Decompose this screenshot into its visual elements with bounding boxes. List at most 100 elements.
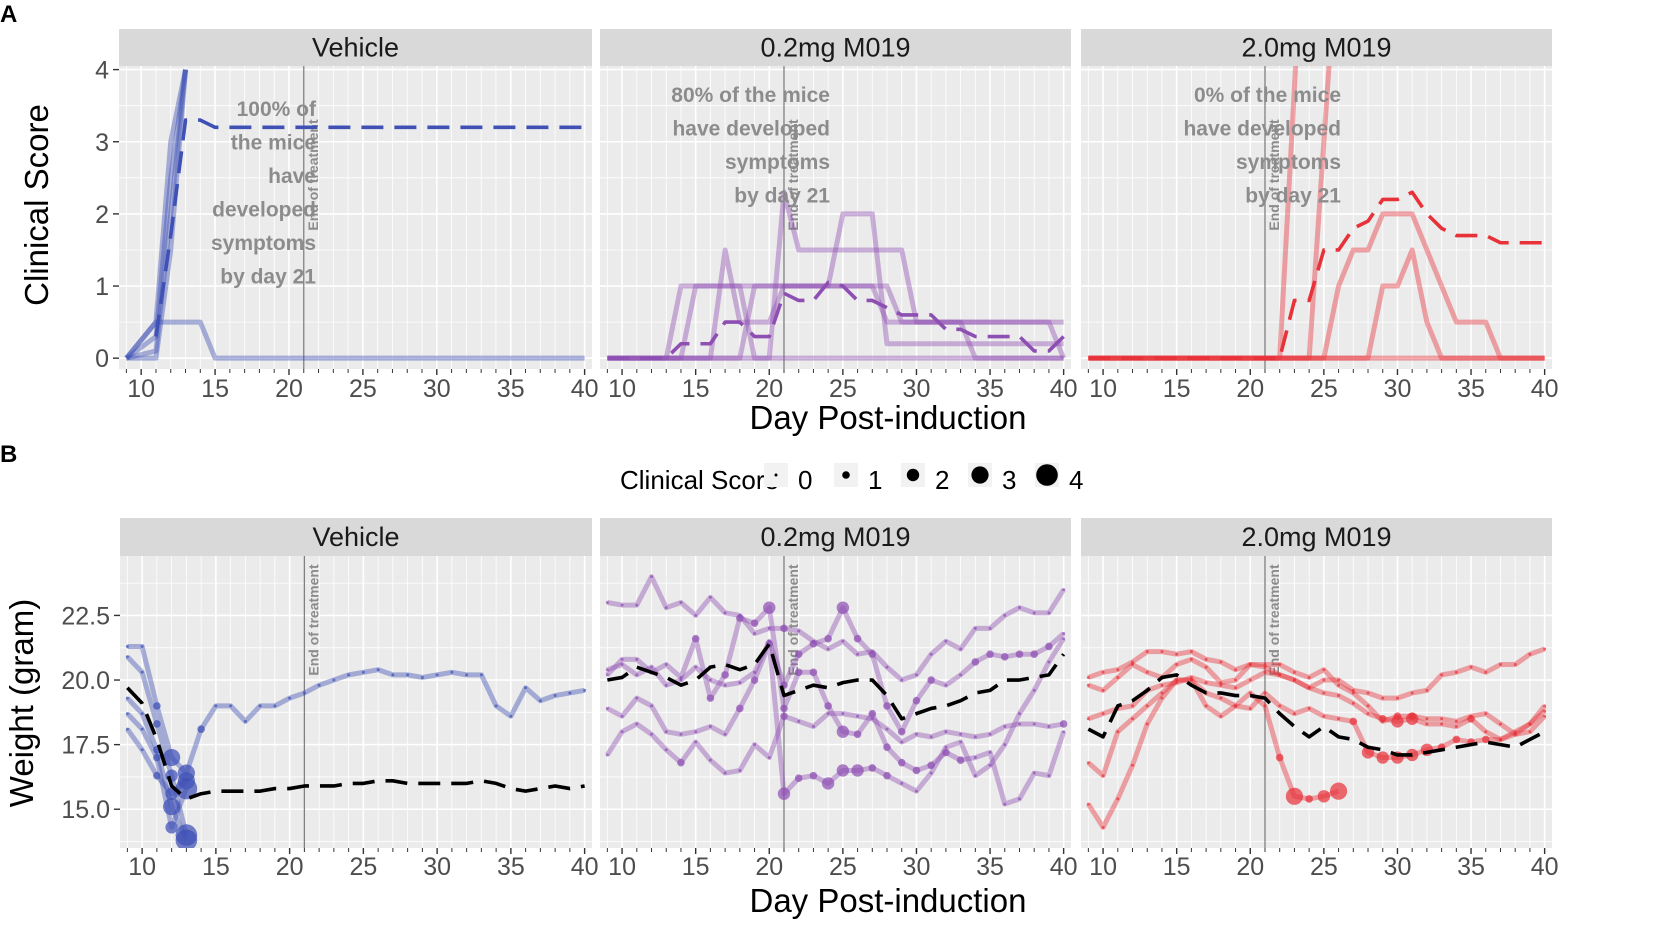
- data-point: [1410, 691, 1414, 695]
- data-point: [1543, 714, 1547, 718]
- annotation-line: 100% of: [237, 98, 317, 121]
- data-point: [1062, 588, 1066, 592]
- data-point: [1425, 722, 1429, 726]
- data-point: [509, 714, 513, 718]
- x-axis: 10 15 20 25 30 35 40: [606, 848, 1078, 881]
- data-point: [694, 665, 698, 669]
- data-point: [1003, 743, 1007, 747]
- data-point: [1376, 751, 1389, 764]
- facet-title: Vehicle: [312, 33, 399, 63]
- data-point: [1204, 704, 1208, 708]
- data-point: [125, 712, 129, 716]
- data-point: [794, 774, 803, 783]
- y-tick-label: 22.5: [61, 602, 110, 630]
- facet-title: 0.2mg M019: [760, 33, 910, 63]
- data-point: [214, 704, 218, 708]
- x-axis: 10 15 20 25 30 35 40: [606, 369, 1078, 403]
- data-point: [1175, 681, 1179, 685]
- data-point: [1086, 802, 1090, 806]
- end-of-treatment-label: End of treatment: [305, 564, 321, 676]
- data-point: [391, 673, 395, 677]
- data-point: [1351, 691, 1355, 695]
- series-line-mouse-2: [607, 211, 1064, 361]
- data-point: [856, 652, 860, 656]
- series-line-mouse-4: [607, 283, 1064, 361]
- data-point: [664, 663, 668, 667]
- data-point: [153, 720, 161, 728]
- data-point: [1175, 678, 1179, 682]
- data-point: [944, 639, 948, 643]
- series-line-mouse-1: [607, 189, 1064, 361]
- data-point: [1131, 663, 1135, 667]
- data-point: [1349, 717, 1358, 726]
- data-point: [1440, 722, 1444, 726]
- data-point: [1189, 675, 1193, 679]
- data-point: [777, 787, 791, 800]
- data-point: [664, 730, 668, 734]
- data-point: [1062, 632, 1066, 636]
- data-point: [538, 699, 542, 703]
- data-point: [1160, 683, 1164, 687]
- annotation-line: 0% of the mice: [1194, 84, 1341, 107]
- legend-label-0: 0: [798, 465, 812, 495]
- data-point: [973, 626, 977, 630]
- data-point: [1003, 802, 1007, 806]
- data-point: [1317, 790, 1331, 803]
- panel-b-chart: Vehicle End of treatment 10 15 20 25 30 35 40 15.…: [61, 518, 1559, 881]
- x-axis: 10 15 20 25 30 35 40: [126, 848, 599, 881]
- legend-title: Clinical Score: [620, 465, 779, 495]
- series-line-mouse-4: [126, 69, 189, 361]
- data-point: [1452, 735, 1461, 744]
- data-point: [809, 640, 818, 648]
- mean-line: [126, 686, 585, 801]
- data-point: [723, 683, 727, 687]
- data-point: [1145, 670, 1149, 674]
- data-point: [841, 639, 845, 643]
- data-point: [723, 732, 727, 736]
- data-point: [914, 732, 918, 736]
- panel-background: [600, 556, 1071, 848]
- data-point: [1234, 686, 1238, 690]
- x-tick-label: 20: [755, 853, 783, 881]
- data-point: [986, 650, 994, 658]
- data-point: [679, 732, 683, 736]
- y-tick-label: 0: [95, 345, 109, 373]
- data-point: [1292, 670, 1296, 674]
- data-point: [1032, 771, 1036, 775]
- panel-b-label: B: [0, 441, 17, 468]
- data-point: [1329, 782, 1348, 800]
- data-point: [479, 673, 483, 677]
- data-point: [959, 732, 963, 736]
- data-point: [1408, 712, 1416, 721]
- x-axis: 10 15 20 25 30 35 40: [1087, 848, 1559, 881]
- data-point: [1086, 761, 1090, 765]
- data-point: [694, 740, 698, 744]
- annotation-line: have: [268, 165, 316, 188]
- data-point: [1543, 704, 1547, 708]
- data-point: [1366, 691, 1370, 695]
- data-point: [1030, 650, 1039, 658]
- data-point: [153, 702, 161, 710]
- series-line-mouse-4: [1088, 247, 1545, 361]
- data-point: [1305, 795, 1313, 803]
- data-point: [1248, 678, 1252, 682]
- data-point: [1513, 663, 1517, 667]
- data-point: [836, 764, 850, 777]
- x-tick-label: 35: [1457, 375, 1485, 403]
- data-point: [620, 657, 624, 661]
- x-tick-label: 30: [423, 375, 451, 403]
- y-tick-label: 2: [95, 201, 109, 229]
- data-point: [1337, 683, 1341, 687]
- data-point: [1263, 704, 1267, 708]
- facet-data: [607, 189, 1066, 361]
- data-point: [1234, 668, 1238, 672]
- data-point: [1116, 675, 1120, 679]
- data-point: [706, 694, 715, 702]
- data-point: [332, 678, 336, 682]
- data-point: [883, 702, 891, 710]
- x-tick-label: 25: [829, 853, 857, 881]
- data-point: [406, 673, 410, 677]
- panel-b-y-axis-title: Weight (gram): [3, 599, 40, 807]
- data-point: [1189, 678, 1193, 682]
